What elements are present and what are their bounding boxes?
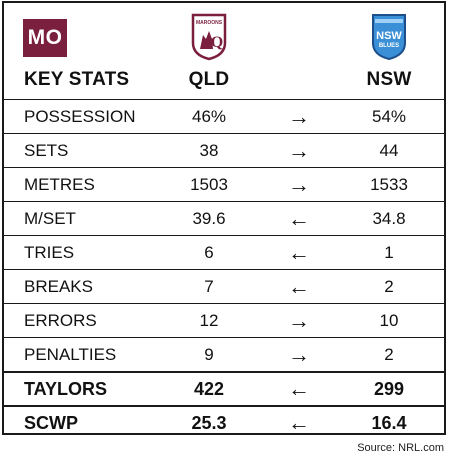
stat-label: BREAKS [24,276,93,296]
svg-text:Q: Q [211,34,223,51]
nsw-value: 10 [379,310,399,330]
arrow-right-icon: → [288,103,310,129]
stat-label: METRES [24,174,95,194]
nsw-logo-subtext: BLUES [379,43,399,49]
nsw-logo-text: NSW [376,30,402,42]
stat-row-mset: M/SET 39.6 ← 34.8 [4,201,444,235]
arrow-right-icon: → [288,307,310,333]
stat-row-possession: POSSESSION 46% → 54% [4,99,444,133]
arrow-left-icon: ← [288,376,310,401]
arrow-right-icon: → [288,137,310,163]
qld-value: 12 [199,310,219,330]
stat-label: TAYLORS [24,378,108,399]
arrow-left-icon: ← [288,273,310,299]
nsw-value: 34.8 [372,208,406,228]
stat-row-breaks: BREAKS 7 ← 2 [4,269,444,303]
stat-row-tries: TRIES 6 ← 1 [4,235,444,269]
nsw-value: 2 [384,276,394,296]
arrow-left-icon: ← [288,205,310,231]
arrow-left-icon: ← [288,410,310,435]
arrow-left-icon: ← [288,239,310,265]
qld-maroons-logo-icon: MAROONS Q [191,13,227,61]
team1-heading: QLD [188,69,230,90]
team2-heading: NSW [366,69,412,90]
card-header: MO MAROONS Q NSW BLUES KEY STATS QLD NSW [4,3,444,99]
nsw-value: 1533 [370,174,408,194]
nsw-value: 44 [379,140,399,160]
nsw-value: 299 [373,378,405,399]
stat-label: SETS [24,140,69,160]
qld-value: 422 [193,378,225,399]
stat-row-penalties: PENALTIES 9 → 2 [4,337,444,371]
qld-value: 46% [191,106,227,126]
qld-value: 7 [204,276,214,296]
key-stats-card: MO MAROONS Q NSW BLUES KEY STATS QLD NSW… [2,1,446,435]
arrow-right-icon: → [288,171,310,197]
nsw-value: 54% [371,106,407,126]
stat-label: SCWP [24,412,78,433]
qld-value: 1503 [190,174,228,194]
qld-value: 38 [199,140,219,160]
nsw-blues-logo-icon: NSW BLUES [372,14,406,61]
stat-row-sets: SETS 38 → 44 [4,133,444,167]
stat-label: POSSESSION [24,106,136,126]
stat-row-taylors: TAYLORS 422 ← 299 [4,371,444,405]
stat-label: TRIES [24,242,75,262]
stat-label: PENALTIES [24,344,117,364]
stat-label: ERRORS [24,310,97,330]
qld-value: 9 [204,344,214,364]
qld-value: 25.3 [191,412,227,433]
nsw-value: 2 [384,344,394,364]
nsw-value: 16.4 [371,412,407,433]
key-stats-heading: KEY STATS [24,69,130,90]
stat-row-metres: METRES 1503 → 1533 [4,167,444,201]
source-note: Source: NRL.com [357,442,444,454]
nsw-value: 1 [384,242,394,262]
stat-row-scwp: SCWP 25.3 ← 16.4 [4,405,444,439]
qld-value: 6 [204,242,214,262]
stats-table: POSSESSION 46% → 54% SETS 38 → 44 METRES… [4,99,444,439]
qld-logo-text: MAROONS [196,20,223,26]
stat-label: M/SET [24,208,76,228]
arrow-right-icon: → [288,341,310,367]
mo-badge: MO [23,19,67,57]
qld-value: 39.6 [192,208,226,228]
stat-row-errors: ERRORS 12 → 10 [4,303,444,337]
